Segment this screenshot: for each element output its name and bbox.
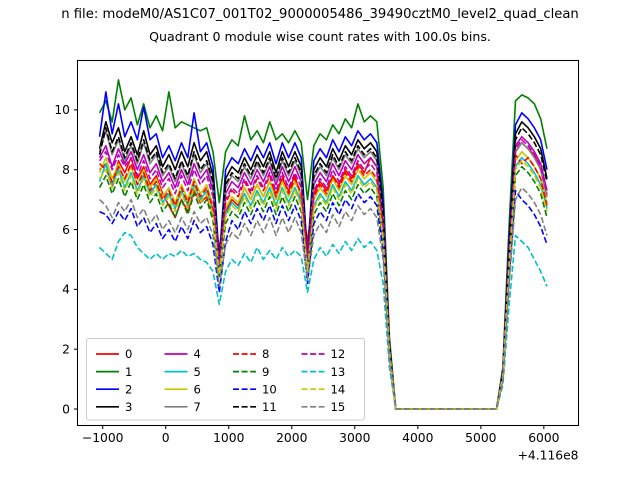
data-lines-group (98, 79, 548, 410)
data-line-module-8 (99, 153, 548, 410)
axes-title: Quadrant 0 module wise count rates with … (149, 29, 491, 44)
x-tick-label: 6000 (528, 431, 559, 445)
x-axis: −1000 0 1000 2000 3000 4000 5000 6000 +4.116e8 (82, 425, 579, 463)
x-tick-label: 5000 (465, 431, 496, 445)
legend-label-module-13: 13 (331, 365, 346, 379)
y-tick-label: 10 (54, 103, 70, 117)
y-tick-label: 2 (62, 343, 70, 357)
figure-suptitle: n file: modeM0/AS1C07_001T02_9000005486_… (0, 6, 640, 23)
legend-label-module-8: 8 (262, 347, 269, 361)
y-tick-label: 8 (62, 163, 70, 177)
y-tick-label: 4 (62, 283, 70, 297)
x-tick-label: −1000 (82, 431, 124, 445)
y-tick-label: 6 (62, 223, 70, 237)
x-tick-label: 2000 (276, 431, 307, 445)
legend-label-module-3: 3 (125, 400, 132, 414)
legend-label-module-10: 10 (262, 382, 277, 396)
legend-label-module-15: 15 (331, 400, 346, 414)
x-tick-label: 3000 (339, 431, 370, 445)
legend-label-module-2: 2 (125, 382, 132, 396)
y-tick-label: 0 (62, 402, 70, 416)
axes-spines (76, 59, 580, 427)
legend-label-module-14: 14 (331, 382, 346, 396)
data-line-module-14 (98, 159, 548, 410)
data-line-module-15 (99, 186, 548, 410)
suptitle-text: n file: modeM0/AS1C07_001T02_9000005486_… (61, 7, 579, 22)
legend-label-module-7: 7 (194, 400, 201, 414)
x-axis-offset-text: +4.116e8 (518, 449, 579, 463)
legend-label-module-1: 1 (125, 365, 132, 379)
y-axis: 0 2 4 6 8 10 (54, 103, 78, 416)
legend-label-module-11: 11 (262, 400, 277, 414)
legend-label-module-12: 12 (331, 347, 346, 361)
legend-label-module-4: 4 (194, 347, 201, 361)
x-tick-label: 1000 (213, 431, 244, 445)
x-tick-label: 0 (162, 431, 170, 445)
data-line-module-9 (98, 165, 548, 410)
legend-label-module-5: 5 (194, 365, 201, 379)
legend-box (86, 338, 365, 421)
x-tick-label: 4000 (402, 431, 433, 445)
legend-label-module-6: 6 (194, 382, 201, 396)
legend-label-module-0: 0 (125, 347, 132, 361)
legend-label-module-9: 9 (262, 365, 269, 379)
